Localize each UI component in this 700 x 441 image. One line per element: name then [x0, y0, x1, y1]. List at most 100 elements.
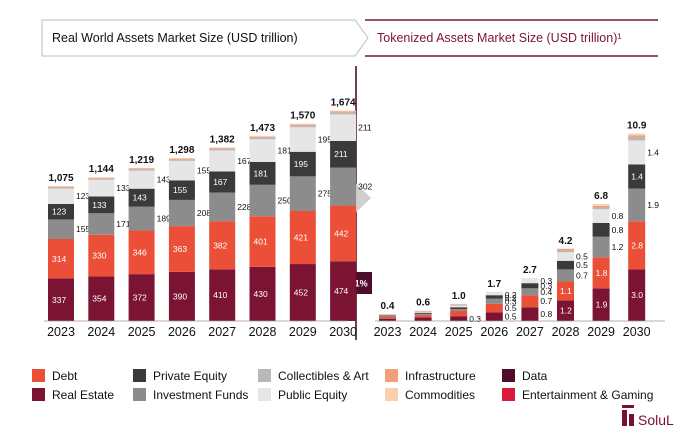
segment-label-debt-2024: 330: [92, 251, 106, 261]
left-header-title: Real World Assets Market Size (USD trill…: [52, 31, 298, 45]
token-segment-label-private-equity-2028: 0.5: [576, 260, 588, 270]
total-label-2028: 1,473: [250, 123, 275, 134]
legend-label-entertainment-and-gaming: Entertainment & Gaming: [522, 388, 653, 402]
token-total-label-2030: 10.9: [627, 121, 647, 132]
bar-segment-investment-funds-2030: [330, 167, 357, 206]
legend-label-investment-funds: Investment Funds: [153, 388, 248, 402]
segment-label-debt-2028: 401: [254, 237, 268, 247]
segment-label-private-equity-2030: 211: [334, 149, 348, 159]
bar-segment-collectibles-and-art-2025: [128, 169, 155, 171]
token-bar-segment-commodities-2029: [592, 204, 610, 206]
token-segment-label-investment-funds-2028: 0.7: [576, 270, 588, 280]
bar-segment-commodities-2030: [330, 110, 357, 112]
left-header: Real World Assets Market Size (USD trill…: [41, 19, 369, 57]
x-tick-2030: 2030: [329, 325, 357, 339]
segment-label-investment-funds-2026: 208: [197, 208, 211, 218]
bar-segment-private-equity-2029: [289, 151, 316, 177]
rwa-chart: 3373141551231231,07520233543301711331331…: [44, 98, 373, 339]
token-x-tick-2030: 2030: [623, 325, 651, 339]
token-segment-label-public-equity-2029: 0.8: [612, 211, 624, 221]
segment-label-public-equity-2025: 143: [157, 175, 171, 185]
bar-segment-collectibles-and-art-2029: [289, 125, 316, 128]
segment-label-debt-2029: 421: [294, 233, 308, 243]
token-bar-segment-collectibles-and-art-2030: [628, 136, 646, 141]
bar-segment-real-estate-2027: [209, 269, 236, 321]
x-tick-2028: 2028: [249, 325, 277, 339]
bar-segment-collectibles-and-art-2028: [249, 137, 276, 140]
bar-segment-investment-funds-2027: [209, 192, 236, 222]
segment-label-debt-2026: 363: [173, 244, 187, 254]
token-bar-segment-investment-funds-2029: [592, 236, 610, 258]
x-tick-2029: 2029: [289, 325, 317, 339]
token-x-tick-2029: 2029: [587, 325, 615, 339]
legend-item-public-equity: Public Equity: [258, 388, 347, 402]
token-total-label-2023: 0.4: [381, 301, 395, 312]
token-bar-segment-debt-2028: [557, 281, 574, 301]
token-segment-label-public-equity-2028: 0.5: [576, 252, 588, 262]
legend-item-entertainment-and-gaming: Entertainment & Gaming: [502, 388, 653, 402]
bar-segment-collectibles-and-art-2026: [168, 159, 195, 161]
bar-segment-private-equity-2028: [249, 161, 276, 185]
x-tick-2025: 2025: [128, 325, 156, 339]
bar-segment-private-equity-2027: [209, 171, 236, 193]
segment-label-investment-funds-2029: 275: [318, 189, 332, 199]
token-bar-segment-private-equity-2023: [379, 315, 396, 317]
total-label-2027: 1,382: [210, 134, 235, 145]
bar-segment-public-equity-2027: [209, 150, 236, 172]
brand-mark-icon: [622, 405, 634, 426]
token-bar-segment-private-equity-2029: [592, 222, 610, 237]
token-segment-label-investment-funds-2030: 1.9: [647, 200, 659, 210]
bar-segment-private-equity-2025: [128, 188, 155, 207]
legend-label-debt: Debt: [52, 369, 78, 383]
bar-segment-public-equity-2028: [249, 139, 276, 162]
legend-swatch-commodities: [385, 388, 398, 401]
bar-segment-infrastructure-2024: [88, 177, 115, 179]
token-segment-label-investment-funds-2026: 0.3: [505, 297, 517, 307]
token-bar-segment-public-equity-2025: [450, 305, 468, 308]
token-total-label-2027: 2.7: [523, 265, 537, 276]
bar-segment-real-estate-2024: [88, 276, 115, 321]
segment-label-real-estate-2030: 474: [334, 286, 348, 296]
segment-label-public-equity-2027: 167: [237, 156, 251, 166]
legend-swatch-private-equity: [133, 369, 146, 382]
right-header: Tokenized Assets Market Size (USD trilli…: [365, 19, 658, 57]
token-bar-segment-public-equity-2030: [628, 140, 646, 165]
token-segment-label-debt-2027: 0.7: [540, 296, 552, 306]
token-bar-segment-investment-funds-2023: [379, 316, 396, 318]
token-segment-label-public-equity-2026: 0.2: [505, 290, 517, 300]
legend-swatch-debt: [32, 369, 45, 382]
legend-item-real-estate: Real Estate: [32, 388, 114, 402]
bar-segment-investment-funds-2024: [88, 213, 115, 235]
legend-item-investment-funds: Investment Funds: [133, 388, 248, 402]
segment-label-debt-2030: 442: [334, 228, 348, 238]
x-tick-2024: 2024: [87, 325, 115, 339]
right-header-title: Tokenized Assets Market Size (USD trilli…: [377, 31, 622, 45]
segment-label-real-estate-2029: 452: [294, 288, 308, 298]
segment-label-private-equity-2027: 167: [213, 177, 227, 187]
bar-segment-public-equity-2023: [48, 188, 74, 204]
token-x-tick-2026: 2026: [480, 325, 508, 339]
segment-label-real-estate-2024: 354: [92, 294, 106, 304]
token-bar-segment-private-equity-2024: [414, 312, 432, 314]
segment-label-debt-2023: 314: [52, 254, 66, 264]
token-x-tick-2023: 2023: [374, 325, 402, 339]
token-total-label-2029: 6.8: [594, 191, 608, 202]
legend-item-collectibles-and-art: Collectibles & Art: [258, 369, 369, 383]
bar-segment-real-estate-2029: [289, 264, 316, 321]
brand-name: SoluL: [638, 412, 674, 428]
token-bar-segment-public-equity-2028: [557, 252, 574, 261]
token-bar-segment-public-equity-2026: [485, 291, 503, 296]
legend-label-real-estate: Real Estate: [52, 388, 114, 402]
token-bar-segment-collectibles-and-art-2028: [557, 250, 574, 253]
token-bar-segment-real-estate-2027: [521, 307, 539, 321]
bar-segment-commodities-2023: [48, 186, 74, 187]
legend-swatch-data: [502, 369, 515, 382]
segment-label-private-equity-2026: 155: [173, 185, 187, 195]
token-segment-label-real-estate-2028: 1.2: [560, 306, 572, 316]
token-segment-label-private-equity-2026: 0.2: [505, 293, 517, 303]
token-bar-segment-infrastructure-2030: [628, 135, 646, 137]
token-bar-segment-private-equity-2027: [521, 283, 539, 289]
token-x-tick-2028: 2028: [552, 325, 580, 339]
legend-item-private-equity: Private Equity: [133, 369, 227, 383]
